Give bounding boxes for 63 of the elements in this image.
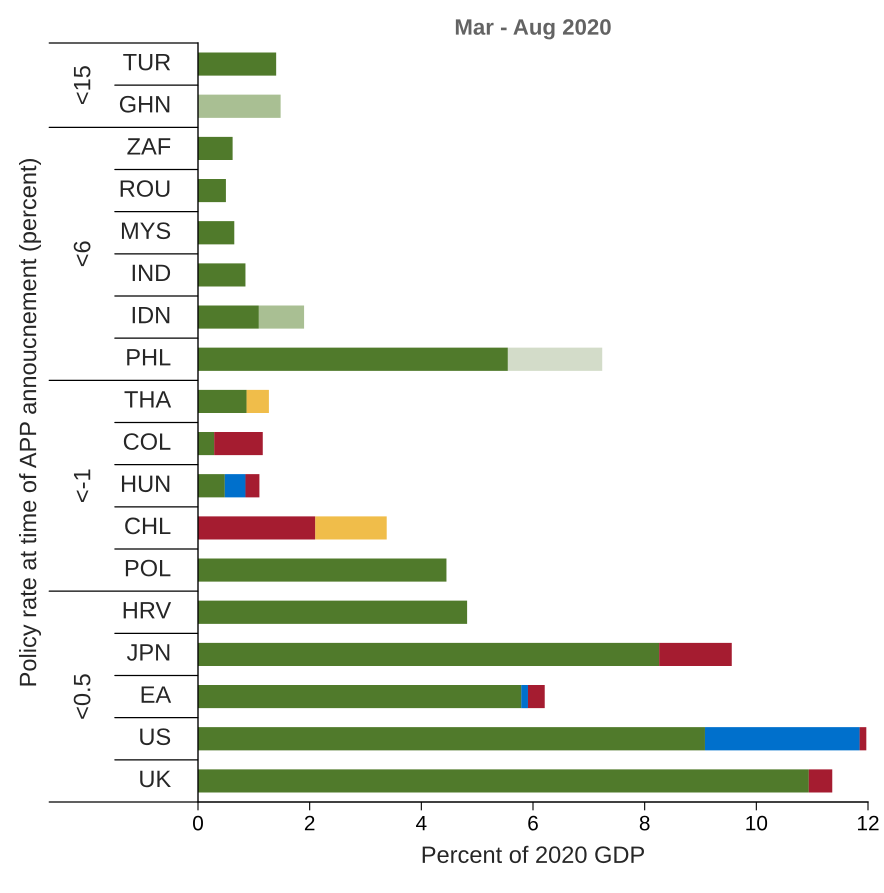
- bar: [198, 390, 247, 414]
- bar: [258, 305, 304, 329]
- y-tick-label: UK: [140, 770, 171, 788]
- y-tick-label: HUN: [122, 476, 170, 492]
- y-tick-label: US: [140, 728, 170, 746]
- bar: [224, 474, 246, 498]
- bar: [508, 348, 602, 371]
- bar: [808, 769, 832, 793]
- bar: [528, 684, 545, 708]
- bar: [198, 136, 233, 160]
- y-tick-label: CHL: [125, 518, 170, 534]
- bar: [659, 642, 732, 666]
- text: <-1: [74, 470, 90, 502]
- bar: [198, 178, 226, 202]
- y-axis-title: Policy rate at time of APP annoucnement (percent): [18, 159, 42, 686]
- y-tick-label: PHL: [127, 349, 170, 366]
- bar: [198, 94, 281, 118]
- bar: [198, 642, 660, 666]
- bar: [198, 263, 246, 287]
- y-tick-label: THA: [124, 391, 172, 408]
- bar: [860, 727, 866, 750]
- text: <0.5: [74, 674, 90, 719]
- y-tick-label: HRV: [124, 602, 172, 618]
- bar: [214, 432, 263, 456]
- bar: [198, 52, 276, 76]
- bar: [198, 516, 316, 540]
- bar: [245, 474, 260, 498]
- x-tick-label: 2: [304, 816, 314, 830]
- x-tick-label: 4: [416, 816, 427, 830]
- x-tick-label: 6: [528, 816, 538, 830]
- y-tick-label: JPN: [126, 644, 170, 661]
- bar: [198, 348, 508, 371]
- x-axis-title: Percent of 2020 GDP: [422, 846, 644, 864]
- bar: [198, 684, 522, 708]
- x-tick-label: 8: [640, 816, 650, 830]
- bar: [198, 558, 446, 582]
- bar: [198, 305, 259, 329]
- bar: [198, 600, 468, 624]
- x-tick-label: 0: [193, 816, 203, 830]
- y-tick-label: EA: [142, 686, 172, 703]
- bar: [198, 769, 809, 793]
- bar: [521, 684, 528, 708]
- bar: [198, 221, 234, 244]
- bar: [198, 432, 214, 456]
- x-tick-label: 10: [746, 816, 768, 830]
- y-tick-label: ZAF: [127, 138, 170, 155]
- bar: [198, 727, 705, 750]
- y-tick-label: COL: [124, 433, 170, 450]
- bar: [315, 516, 387, 540]
- text: <6: [74, 241, 90, 266]
- y-tick-label: IND: [132, 264, 170, 282]
- bar: [246, 390, 269, 414]
- chart-title: Mar - Aug 2020: [456, 19, 611, 40]
- bar: [704, 727, 860, 750]
- y-tick-label: POL: [126, 560, 170, 576]
- y-tick-label: IDN: [132, 306, 170, 324]
- bar: [198, 474, 225, 498]
- x-tick-label: 12: [858, 816, 879, 830]
- y-tick-label: TUR: [123, 54, 170, 70]
- y-tick-label: ROU: [120, 180, 170, 197]
- text: <15: [74, 66, 90, 104]
- y-tick-label: MYS: [122, 222, 170, 240]
- y-tick-label: GHN: [120, 96, 170, 113]
